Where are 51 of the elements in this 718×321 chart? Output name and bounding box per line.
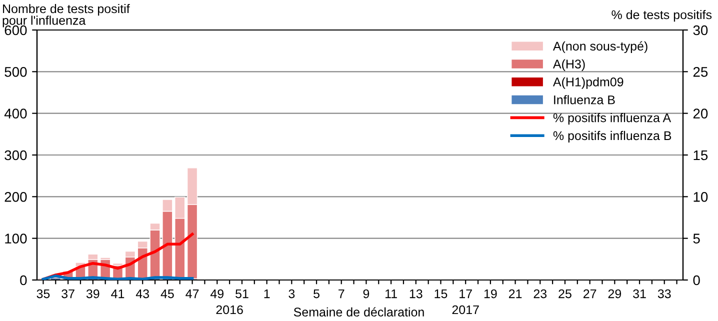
y2-tick-label: 30: [693, 25, 708, 36]
y2-axis-title: % de tests positifs: [612, 10, 712, 22]
x-tick-label: 1: [264, 289, 270, 298]
legend-label: A(H1)pdm09: [552, 77, 624, 89]
x-tick-label: 33: [658, 289, 671, 298]
x-tick-label: 37: [62, 289, 74, 298]
y2-tick-label: 20: [693, 108, 708, 119]
x-tick-label: 47: [186, 289, 199, 298]
x-tick-label: 39: [86, 289, 100, 298]
legend-label: A(non sous-typé): [552, 41, 648, 54]
x-axis-title: Semaine de déclaration: [294, 307, 424, 317]
y2-tick-label: 5: [693, 234, 700, 244]
y-axis-title: Nombre de tests positif pour l'influenza: [2, 4, 130, 28]
x-tick-label: 9: [363, 289, 370, 298]
x-tick-label: 21: [508, 289, 522, 298]
y2-tick-label: 0: [693, 275, 700, 286]
x-tick-label: 13: [410, 289, 422, 298]
x-tick-label: 43: [136, 289, 149, 298]
y-tick-label: 300: [4, 150, 27, 160]
x-tick-label: 7: [338, 289, 344, 298]
text: 2017: [452, 305, 479, 314]
legend-label: % positifs influenza A: [553, 113, 672, 125]
x-tick-label: 27: [584, 289, 596, 298]
x-tick-label: 41: [111, 289, 124, 298]
x-tick-label: 11: [386, 289, 397, 298]
y-tick-label: 100: [5, 234, 27, 244]
x-tick-label: 17: [460, 289, 472, 298]
y-tick-label: 600: [4, 25, 27, 36]
x-tick-label: 19: [484, 289, 497, 298]
x-tick-label: 29: [608, 289, 622, 298]
y-tick-label: 200: [4, 192, 27, 202]
x-tick-label: 25: [558, 289, 572, 298]
x-tick-label: 35: [36, 289, 50, 298]
x-tick-label: 31: [633, 289, 646, 298]
x-tick-label: 15: [434, 289, 448, 298]
x-tick-label: 49: [210, 289, 224, 298]
x-tick-label: 45: [160, 289, 174, 298]
y2-tick-label: 25: [693, 67, 708, 77]
x-tick-label: 23: [534, 289, 547, 298]
x-tick-label: 3: [288, 289, 295, 298]
x-tick-label: 51: [236, 289, 248, 298]
y-tick-label: 0: [20, 275, 27, 286]
legend-label: Influenza B: [554, 95, 615, 104]
y-tick-label: 400: [4, 108, 27, 119]
y2-tick-label: 10: [694, 192, 708, 202]
y2-tick-label: 15: [694, 150, 708, 160]
legend-label: A(H3): [552, 59, 585, 71]
legend-label: % positifs influenza B: [553, 130, 672, 143]
x-tick-label: 5: [314, 289, 320, 298]
y-tick-label: 500: [4, 67, 27, 77]
text: 2016: [216, 305, 243, 314]
